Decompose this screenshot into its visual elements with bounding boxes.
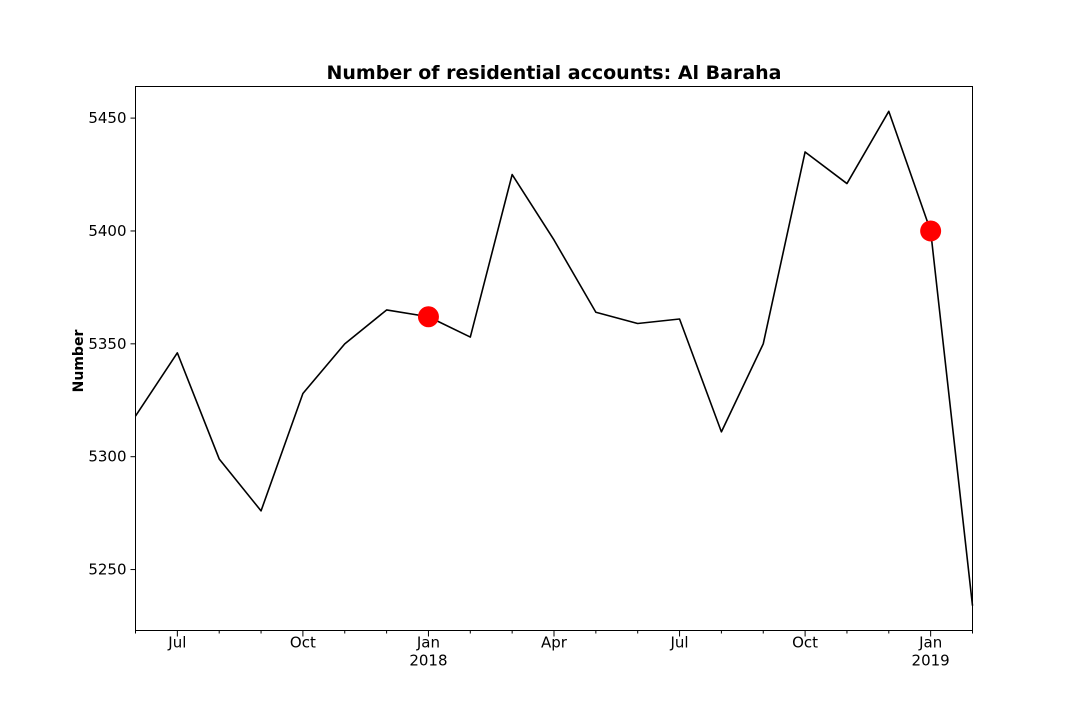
x-tick-label: Jul — [167, 634, 186, 652]
x-tick-label: Jan — [918, 634, 942, 652]
y-tick-label: 5300 — [88, 448, 126, 466]
y-tick-label: 5450 — [88, 109, 126, 127]
plot-frame — [135, 86, 973, 631]
y-tick-label: 5350 — [88, 335, 126, 353]
x-tick-label: Oct — [792, 634, 818, 652]
highlight-markers — [417, 220, 942, 328]
highlight-marker — [920, 220, 942, 242]
highlight-marker — [417, 306, 439, 328]
x-tick-year-label: 2018 — [409, 652, 447, 670]
chart-title: Number of residential accounts: Al Barah… — [327, 62, 782, 84]
x-tick-label: Oct — [290, 634, 316, 652]
x-tick-year-label: 2019 — [912, 652, 950, 670]
y-tick-label: 5400 — [88, 222, 126, 240]
y-axis-label: Number — [71, 330, 87, 393]
series-line — [134, 110, 974, 606]
y-tick-label: 5250 — [88, 561, 126, 579]
y-axis: 5250 5300 5350 5400 5450 — [88, 109, 136, 579]
x-tick-label: Jul — [669, 634, 688, 652]
x-tick-label: Jan — [416, 634, 440, 652]
x-tick-label: Apr — [541, 634, 568, 652]
